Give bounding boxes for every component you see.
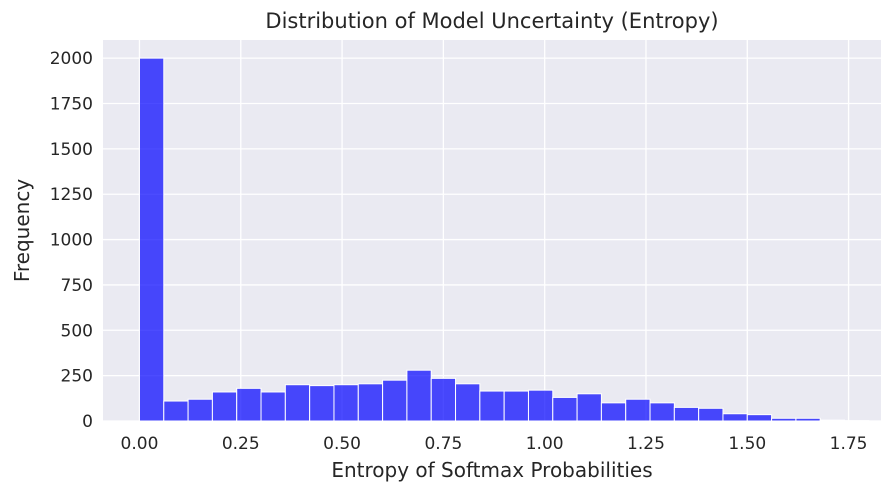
histogram-bar bbox=[187, 398, 213, 422]
histogram-bar bbox=[382, 379, 408, 422]
histogram-bar bbox=[503, 390, 529, 422]
y-axis-label: Frequency bbox=[10, 179, 34, 282]
y-tick-label: 0 bbox=[82, 412, 93, 432]
plot-background bbox=[103, 40, 881, 421]
x-tick-label: 0.00 bbox=[121, 434, 159, 454]
x-tick-label: 0.75 bbox=[424, 434, 462, 454]
histogram-bar bbox=[795, 417, 821, 422]
x-axis-label: Entropy of Softmax Probabilities bbox=[331, 458, 652, 482]
x-tick-label: 1.25 bbox=[627, 434, 665, 454]
histogram-bar bbox=[455, 383, 481, 422]
histogram-bar bbox=[722, 413, 748, 422]
histogram-bar bbox=[625, 398, 651, 422]
x-tick-label: 0.50 bbox=[323, 434, 361, 454]
histogram-bar bbox=[138, 57, 165, 422]
histogram-bar bbox=[771, 417, 797, 422]
histogram-bar bbox=[746, 414, 773, 422]
histogram-bar bbox=[552, 396, 578, 422]
x-tick-label: 1.50 bbox=[728, 434, 766, 454]
histogram-bar bbox=[430, 377, 457, 422]
y-tick-label: 750 bbox=[61, 276, 93, 296]
histogram-bar bbox=[406, 369, 432, 422]
y-tick-label: 1250 bbox=[50, 185, 93, 205]
histogram-bar bbox=[333, 384, 359, 422]
x-tick-label: 1.75 bbox=[830, 434, 868, 454]
y-axis-ticks: 0 250 500 750 1000 1250 1500 1750 2000 bbox=[50, 49, 93, 432]
x-tick-label: 0.25 bbox=[222, 434, 260, 454]
histogram-bar bbox=[649, 402, 675, 422]
histogram-bar bbox=[284, 384, 311, 422]
histogram-bar bbox=[673, 406, 700, 422]
x-axis-ticks: 0.00 0.25 0.50 0.75 1.00 1.25 1.50 1.75 bbox=[121, 434, 868, 454]
histogram-bar bbox=[211, 391, 238, 422]
x-tick-label: 1.00 bbox=[526, 434, 564, 454]
histogram-bar bbox=[698, 407, 724, 422]
y-tick-label: 1750 bbox=[50, 95, 93, 115]
y-tick-label: 2000 bbox=[50, 49, 93, 69]
histogram-bar bbox=[479, 390, 505, 422]
histogram-bar bbox=[236, 387, 262, 422]
histogram-bar bbox=[260, 391, 286, 422]
histogram-bar bbox=[357, 383, 384, 422]
y-tick-label: 250 bbox=[61, 367, 93, 387]
y-tick-label: 500 bbox=[61, 321, 93, 341]
histogram-bar bbox=[576, 393, 602, 422]
y-tick-label: 1500 bbox=[50, 140, 93, 160]
chart-title: Distribution of Model Uncertainty (Entro… bbox=[265, 9, 718, 33]
histogram-bars bbox=[138, 57, 870, 422]
y-tick-label: 1000 bbox=[50, 231, 93, 251]
histogram-bar bbox=[600, 402, 627, 422]
histogram-bar bbox=[163, 400, 189, 422]
histogram-bar bbox=[819, 419, 846, 422]
histogram-bar bbox=[527, 389, 554, 422]
histogram-bar bbox=[309, 385, 335, 422]
grid-lines bbox=[103, 40, 881, 422]
